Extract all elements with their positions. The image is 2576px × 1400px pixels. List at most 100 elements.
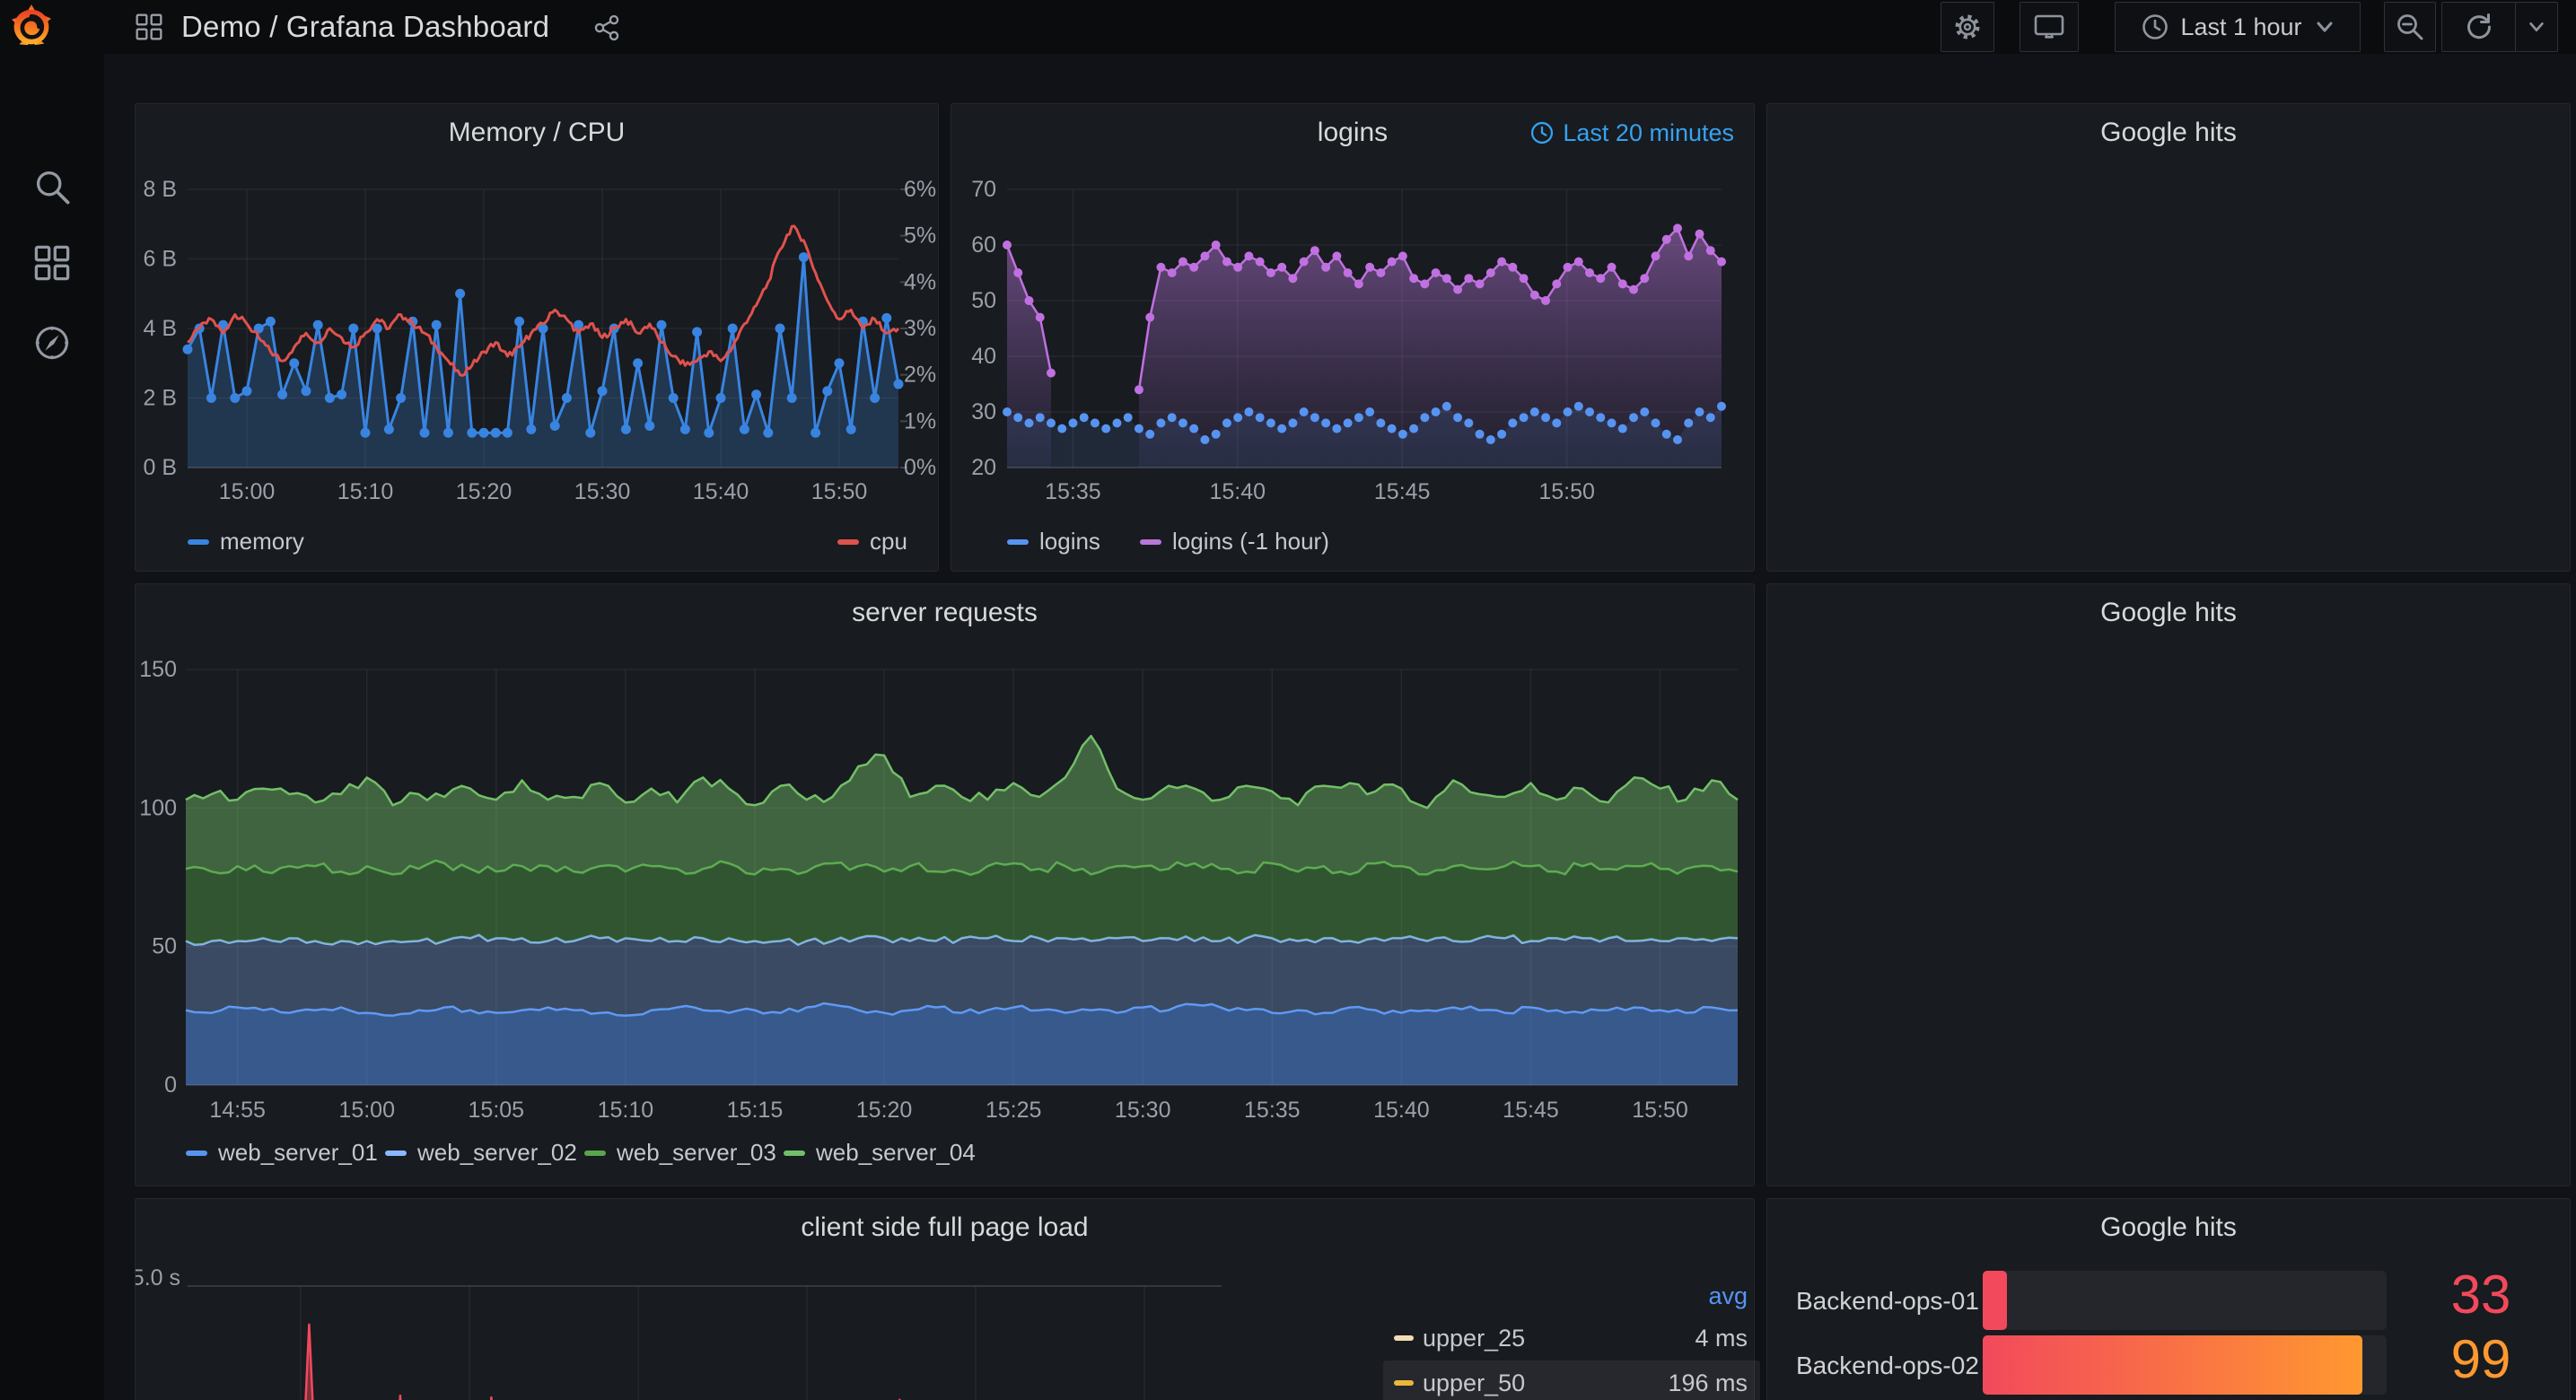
series-label: upper_50	[1423, 1369, 1526, 1396]
legend-header-avg[interactable]: avg	[1708, 1282, 1748, 1309]
zoom-out-icon	[2397, 14, 2423, 40]
svg-text:15:00: 15:00	[338, 1098, 395, 1123]
svg-text:15:25: 15:25	[986, 1098, 1042, 1123]
svg-text:15:45: 15:45	[1374, 479, 1431, 504]
svg-text:15:40: 15:40	[1373, 1098, 1430, 1123]
refresh-interval-caret[interactable]	[2516, 18, 2557, 36]
panel-title[interactable]: server requests	[852, 598, 1038, 627]
svg-text:50: 50	[152, 934, 177, 959]
legend-item-logins-1-hour-[interactable]: logins (-1 hour)	[1140, 528, 1329, 555]
svg-text:100: 100	[139, 795, 177, 820]
vertical-bar-gauge[interactable]	[1767, 642, 2570, 1186]
series-label: upper_25	[1423, 1325, 1526, 1352]
settings-button[interactable]	[1941, 2, 1994, 52]
legend-item-web_server_01[interactable]: web_server_01	[186, 1139, 378, 1166]
svg-text:15:05: 15:05	[469, 1098, 525, 1123]
clock-icon	[2142, 14, 2169, 39]
svg-text:web_server_01: web_server_01	[217, 1139, 378, 1166]
zoom-out-button[interactable]	[2384, 2, 2436, 52]
led-gauge[interactable]	[1767, 162, 2570, 571]
svg-text:50: 50	[971, 288, 996, 313]
svg-text:14:55: 14:55	[209, 1098, 266, 1123]
svg-text:70: 70	[971, 177, 996, 202]
svg-text:8 B: 8 B	[143, 177, 177, 202]
sidebar	[0, 0, 104, 1400]
svg-text:logins: logins	[1039, 528, 1100, 555]
panel-title[interactable]: Memory / CPU	[448, 118, 626, 147]
gauge-value: 33	[2450, 1264, 2511, 1325]
dashboard-title[interactable]: Demo / Grafana Dashboard	[181, 10, 550, 43]
legend-item-web_server_02[interactable]: web_server_02	[385, 1139, 577, 1166]
panel-title[interactable]: Google hits	[2100, 1212, 2237, 1242]
dashboards-icon[interactable]	[32, 243, 72, 283]
time-override-link[interactable]: Last 20 minutes	[1529, 104, 1734, 162]
series-avg-value: 4 ms	[1695, 1325, 1748, 1352]
svg-text:15:50: 15:50	[811, 479, 868, 504]
chevron-down-icon	[2529, 22, 2544, 32]
svg-text:15:30: 15:30	[574, 479, 631, 504]
refresh-button[interactable]	[2442, 12, 2515, 42]
svg-text:15:10: 15:10	[598, 1098, 654, 1123]
gear-icon	[1955, 14, 1980, 39]
search-icon[interactable]	[32, 167, 72, 206]
divider	[2515, 2, 2517, 52]
svg-text:4%: 4%	[904, 269, 936, 294]
series-avg-value: 196 ms	[1668, 1369, 1748, 1396]
dashboards-icon	[136, 13, 162, 40]
topbar: Demo / Grafana Dashboard Last 1 hour	[0, 0, 2576, 54]
time-range-label: Last 1 hour	[2180, 13, 2302, 40]
legend-item-cpu[interactable]: cpu	[837, 528, 907, 555]
svg-text:6%: 6%	[904, 177, 936, 202]
svg-text:15:50: 15:50	[1632, 1098, 1688, 1123]
panel-client-load: client side full page load 5.0 s avg uppe…	[135, 1198, 1760, 1400]
panel-title[interactable]: Google hits	[2100, 598, 2237, 627]
grafana-logo-icon[interactable]	[7, 3, 56, 51]
svg-text:0%: 0%	[904, 455, 936, 480]
panel-title[interactable]: Google hits	[2100, 118, 2237, 147]
svg-text:15:20: 15:20	[456, 479, 513, 504]
svg-text:15:10: 15:10	[337, 479, 394, 504]
svg-text:web_server_03: web_server_03	[616, 1139, 776, 1166]
svg-text:60: 60	[971, 232, 996, 258]
server-requests-chart[interactable]: 150 100 50 0 14:55 15:00 15:05 15:10 15:15 15:20 1…	[136, 642, 1756, 1187]
share-icon[interactable]	[592, 13, 621, 42]
series-color-dash	[1394, 1380, 1414, 1386]
explore-compass-icon[interactable]	[32, 323, 72, 363]
svg-text:0: 0	[164, 1072, 177, 1098]
horizontal-bar-gauge[interactable]: Backend-ops-01 33 Backend-ops-02 99	[1767, 1256, 2570, 1400]
chevron-down-icon	[2317, 22, 2333, 32]
client-load-chart[interactable]: 5.0 s	[136, 1256, 1756, 1400]
gauge-row-label: Backend-ops-02	[1796, 1352, 1979, 1379]
legend-item-web_server_03[interactable]: web_server_03	[584, 1139, 776, 1166]
legend-row-upper_50[interactable]: upper_50 196 ms	[1383, 1361, 1760, 1400]
legend-item-memory[interactable]: memory	[188, 528, 304, 555]
svg-text:5%: 5%	[904, 223, 936, 249]
panel-google-hits-bars: Google hits	[1766, 583, 2571, 1186]
svg-text:15:45: 15:45	[1503, 1098, 1559, 1123]
svg-text:web_server_04: web_server_04	[815, 1139, 976, 1166]
svg-text:2 B: 2 B	[143, 386, 177, 411]
clock-icon	[1531, 121, 1554, 144]
series-color-dash	[1394, 1335, 1414, 1341]
svg-text:15:20: 15:20	[856, 1098, 913, 1123]
svg-text:memory: memory	[220, 528, 304, 555]
memory-cpu-chart[interactable]: 15:00 15:10 15:20 15:30 15:40 15:50 8 B 6 B 4 B 2…	[136, 162, 940, 573]
legend-item-logins[interactable]: logins	[1007, 528, 1100, 555]
cycle-view-button[interactable]	[2020, 2, 2079, 52]
svg-text:web_server_02: web_server_02	[416, 1139, 577, 1166]
panel-title[interactable]: logins	[1317, 118, 1389, 147]
svg-text:4 B: 4 B	[143, 316, 177, 341]
panel-title[interactable]: client side full page load	[801, 1212, 1089, 1242]
legend-row-upper_25[interactable]: upper_25 4 ms	[1383, 1316, 1760, 1361]
svg-text:30: 30	[971, 399, 996, 424]
time-range-picker[interactable]: Last 1 hour	[2115, 2, 2361, 52]
legend-item-web_server_04[interactable]: web_server_04	[784, 1139, 976, 1166]
gauge-track	[1983, 1271, 2387, 1330]
svg-text:15:15: 15:15	[727, 1098, 784, 1123]
refresh-button-group[interactable]	[2441, 2, 2558, 52]
gauge-fill	[1983, 1271, 2007, 1330]
logins-chart[interactable]: 70 60 50 40 30 20 15:35 15:40 15:45 15:50 logins lo…	[951, 162, 1756, 573]
gauge-value: 99	[2450, 1329, 2511, 1389]
gauge-fill	[1983, 1335, 2362, 1395]
